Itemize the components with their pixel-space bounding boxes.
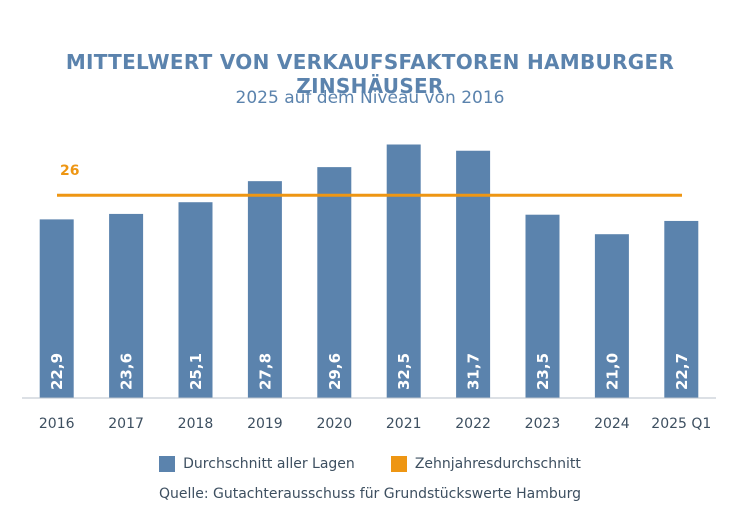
chart-legend: Durchschnitt aller Lagen Zehnjahresdurch… xyxy=(0,456,740,472)
bar xyxy=(456,150,491,398)
bar xyxy=(525,214,560,398)
x-tick-label: 2019 xyxy=(247,416,283,432)
reference-line-label: 26 xyxy=(60,163,79,179)
bar-value-label: 32,5 xyxy=(395,353,413,390)
bar xyxy=(178,202,213,398)
x-tick-label: 2022 xyxy=(455,416,491,432)
legend-item-line: Zehnjahresdurchschnitt xyxy=(390,456,581,472)
x-tick-label: 2018 xyxy=(178,416,214,432)
x-tick-label: 2017 xyxy=(108,416,144,432)
x-tick-label: 2020 xyxy=(316,416,352,432)
source-note: Quelle: Gutachterausschuss für Grundstüc… xyxy=(158,486,582,502)
chart-title: MITTELWERT VON VERKAUFSFAKTOREN HAMBURGE… xyxy=(65,50,675,98)
x-tick-label: 2016 xyxy=(39,416,75,432)
bar xyxy=(39,219,74,398)
x-tick-label: 2025 Q1 xyxy=(651,416,711,432)
bar-value-label: 22,9 xyxy=(48,353,66,390)
legend-label-line: Zehnjahresdurchschnitt xyxy=(414,456,581,472)
legend-swatch-line xyxy=(390,456,407,472)
bar xyxy=(247,181,282,398)
legend-item-bars: Durchschnitt aller Lagen xyxy=(159,456,355,472)
bar xyxy=(594,234,629,398)
chart-subtitle: 2025 auf dem Niveau von 2016 xyxy=(235,88,505,108)
bar-value-label: 22,7 xyxy=(673,353,691,390)
bar-value-label: 31,7 xyxy=(465,353,483,390)
bar-value-label: 23,5 xyxy=(534,353,552,390)
bar xyxy=(109,213,144,398)
x-tick-label: 2024 xyxy=(594,416,630,432)
bar xyxy=(386,144,421,398)
bar-value-label: 21,0 xyxy=(603,353,621,390)
bar xyxy=(317,167,352,398)
bar-value-label: 23,6 xyxy=(118,353,136,390)
legend-label-bars: Durchschnitt aller Lagen xyxy=(183,456,355,472)
x-tick-label: 2023 xyxy=(525,416,561,432)
bar-value-label: 27,8 xyxy=(256,353,274,390)
bar xyxy=(664,220,699,398)
legend-swatch-bar xyxy=(159,456,176,472)
bar-value-label: 29,6 xyxy=(326,353,344,390)
bar-value-label: 25,1 xyxy=(187,353,205,390)
x-tick-label: 2021 xyxy=(386,416,422,432)
